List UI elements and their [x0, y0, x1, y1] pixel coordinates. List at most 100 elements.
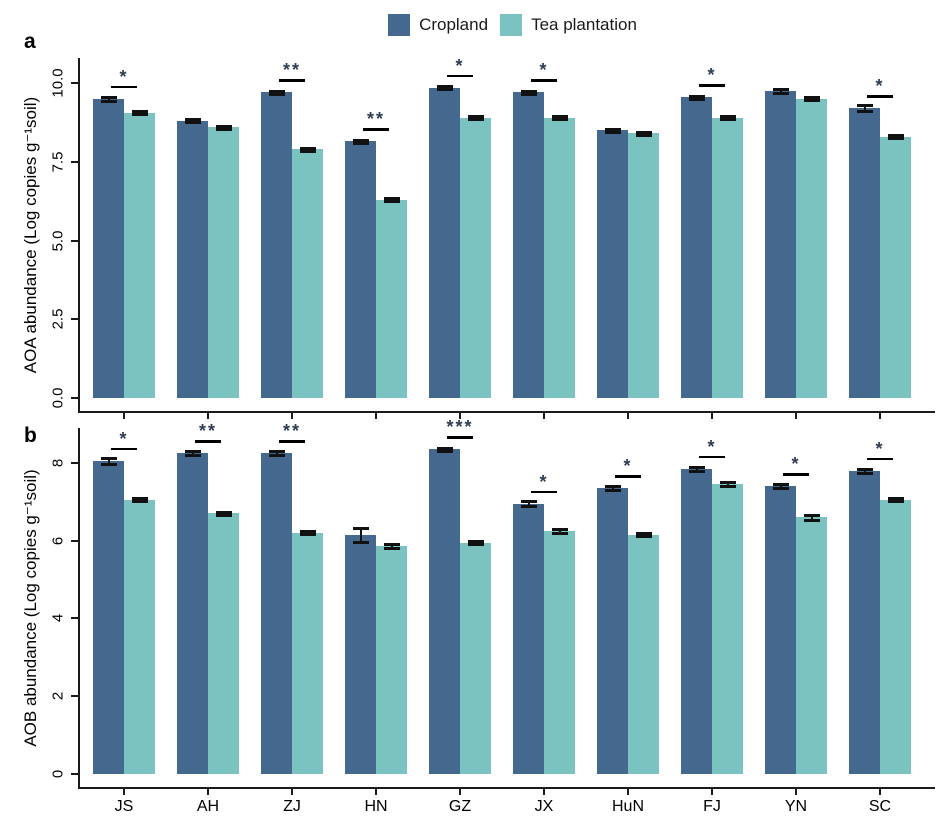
significance-line-SC — [867, 95, 893, 98]
legend: Cropland Tea plantation — [90, 12, 935, 38]
error-bar-cap — [856, 110, 873, 114]
bar-cropland-JS — [93, 98, 124, 398]
error-bar-cap — [268, 92, 285, 96]
y-tick-label: 4 — [49, 614, 67, 623]
x-tick — [543, 413, 545, 419]
y-tick-label: 2 — [49, 692, 67, 701]
error-bar-cap — [436, 449, 453, 453]
error-bar-cap — [352, 526, 369, 530]
bar-tea-plantation-AH — [208, 513, 239, 774]
bar-cropland-YN — [765, 90, 796, 398]
error-bar-cap — [604, 489, 621, 493]
error-bar-cap — [551, 527, 568, 531]
error-bar — [107, 458, 110, 464]
x-tick — [543, 789, 545, 795]
bar-cropland-ZJ — [261, 453, 292, 774]
error-bar-cap — [604, 130, 621, 134]
error-bar-cap — [215, 127, 232, 131]
y-tick-label: 2.5 — [49, 308, 67, 330]
error-bar-cap — [856, 467, 873, 471]
significance-stars-AH: ** — [198, 421, 218, 442]
bar-tea-plantation-GZ — [460, 117, 491, 398]
panel-a-y-axis-title: AOA abundance (Log copies g⁻¹soil) — [21, 96, 40, 374]
error-bar-cap — [100, 95, 117, 99]
bar-cropland-JX — [513, 92, 544, 398]
y-tick — [71, 695, 78, 698]
x-tick — [207, 789, 209, 795]
x-tick — [291, 413, 293, 419]
y-axis-line — [78, 58, 80, 411]
error-bar-cap — [383, 196, 400, 200]
error-bar-cap — [772, 483, 789, 487]
error-bar — [810, 514, 813, 520]
significance-line-YN — [783, 473, 809, 476]
error-bar-cap — [887, 134, 904, 138]
error-bar-cap — [436, 446, 453, 450]
significance-stars-SC: * — [875, 438, 885, 459]
bar-tea-plantation-FJ — [712, 117, 743, 398]
error-bar-cap — [383, 543, 400, 547]
error-bar-cap — [520, 504, 537, 508]
x-tick — [123, 413, 125, 419]
error-bar-cap — [551, 532, 568, 536]
error-bar-cap — [803, 99, 820, 103]
error-bar-cap — [803, 513, 820, 517]
bar-cropland-ZJ — [261, 92, 292, 398]
significance-stars-FJ: * — [707, 65, 717, 86]
x-tick — [711, 789, 713, 795]
error-bar — [558, 528, 561, 534]
x-tick — [879, 413, 881, 419]
bar-cropland-AH — [177, 120, 208, 398]
x-tick-label-JX: JX — [534, 798, 554, 815]
significance-stars-GZ: *** — [446, 417, 474, 438]
error-bar — [359, 527, 362, 542]
bar-tea-plantation-FJ — [712, 484, 743, 774]
significance-stars-GZ: * — [455, 55, 465, 76]
significance-line-ZJ — [279, 440, 305, 443]
error-bar-cap — [688, 469, 705, 473]
error-bar-cap — [635, 532, 652, 536]
error-bar-cap — [100, 457, 117, 461]
x-tick — [207, 413, 209, 419]
bar-cropland-FJ — [681, 97, 712, 398]
panel-b-y-axis-title: AOB abundance (Log copies g⁻¹soil) — [21, 469, 40, 747]
significance-stars-ZJ: ** — [282, 421, 302, 442]
bar-tea-plantation-JX — [544, 117, 575, 398]
x-tick — [375, 413, 377, 419]
x-tick-label-FJ: FJ — [703, 798, 721, 815]
legend-label-cropland: Cropland — [419, 15, 489, 34]
error-bar-cap — [856, 471, 873, 475]
error-bar-cap — [551, 115, 568, 119]
error-bar-cap — [100, 99, 117, 103]
x-tick — [123, 789, 125, 795]
y-tick — [71, 239, 78, 242]
bar-cropland-HN — [345, 534, 376, 774]
significance-stars-ZJ: ** — [282, 60, 302, 81]
y-tick-label: 0 — [49, 769, 67, 779]
error-bar-cap — [604, 127, 621, 131]
error-bar-cap — [215, 513, 232, 517]
y-tick-label: 10.0 — [49, 68, 67, 98]
error-bar-cap — [772, 91, 789, 95]
error-bar-cap — [184, 118, 201, 122]
bar-cropland-HN — [345, 141, 376, 398]
error-bar-cap — [268, 454, 285, 458]
error-bar-cap — [436, 85, 453, 89]
y-tick — [71, 461, 78, 464]
legend-item-tea-plantation: Tea plantation — [500, 14, 637, 36]
bar-cropland-HuN — [597, 488, 628, 774]
error-bar-cap — [215, 510, 232, 514]
legend-label-tea-plantation: Tea plantation — [531, 15, 637, 34]
error-bar-cap — [887, 497, 904, 501]
y-tick — [71, 160, 78, 163]
error-bar-cap — [100, 462, 117, 466]
panel-a-label: a — [24, 30, 36, 53]
significance-line-JS — [111, 447, 137, 451]
error-bar-cap — [299, 146, 316, 150]
y-tick — [71, 82, 78, 84]
bar-cropland-GZ — [429, 87, 460, 398]
error-bar-cap — [184, 450, 201, 454]
x-axis-line — [78, 787, 935, 789]
bar-tea-plantation-JS — [124, 499, 155, 774]
